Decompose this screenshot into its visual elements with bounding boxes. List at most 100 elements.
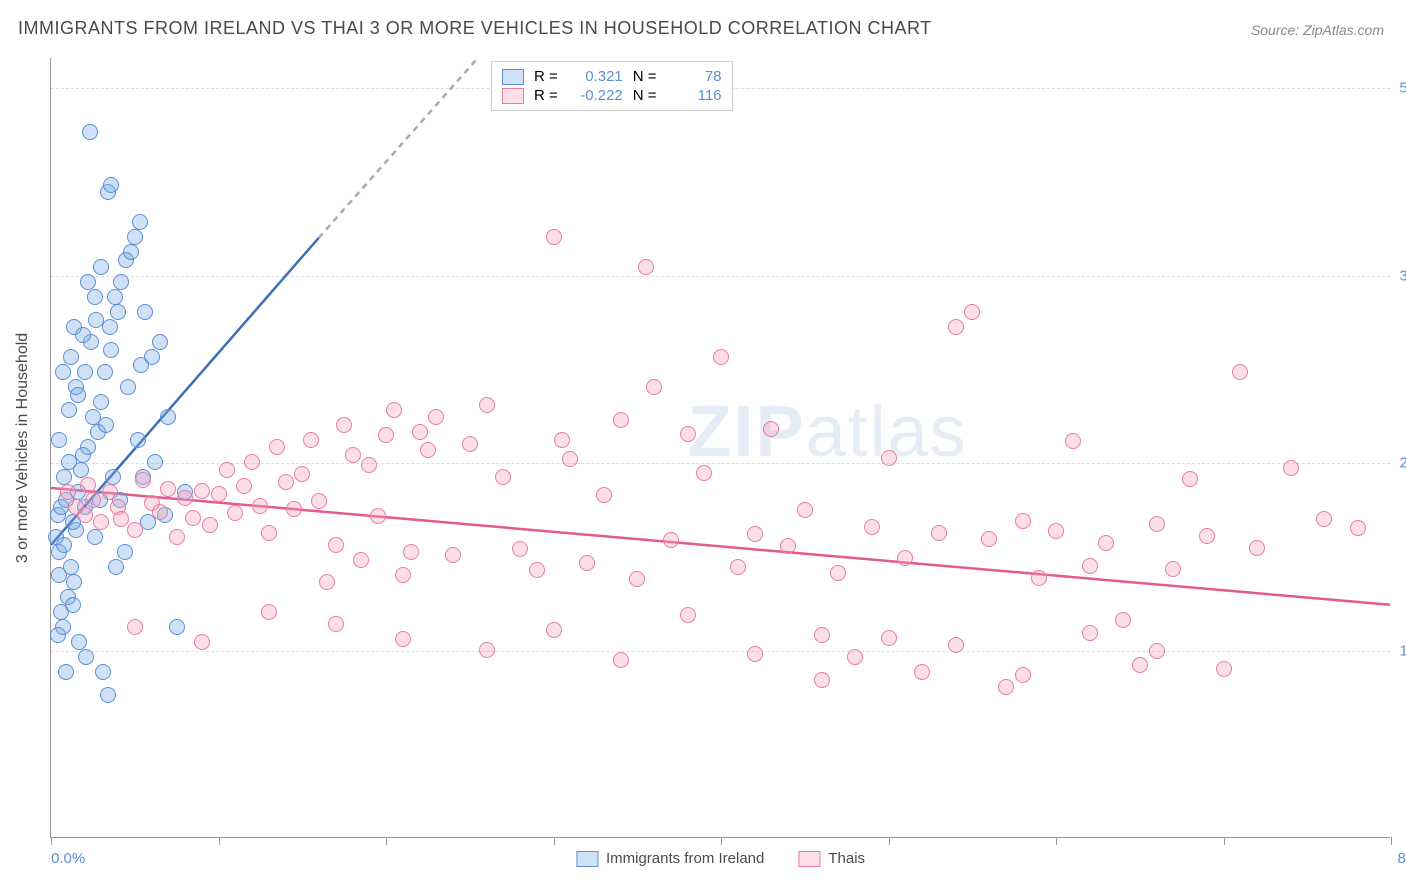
data-point bbox=[78, 649, 94, 665]
data-point bbox=[77, 364, 93, 380]
data-point bbox=[252, 498, 268, 514]
data-point bbox=[328, 616, 344, 632]
y-axis-title: 3 or more Vehicles in Household bbox=[14, 332, 32, 562]
data-point bbox=[144, 349, 160, 365]
data-point bbox=[1216, 661, 1232, 677]
data-point bbox=[1283, 460, 1299, 476]
data-point bbox=[1232, 364, 1248, 380]
data-point bbox=[95, 664, 111, 680]
data-point bbox=[1199, 528, 1215, 544]
data-point bbox=[395, 631, 411, 647]
watermark: ZIPatlas bbox=[688, 391, 968, 473]
data-point bbox=[403, 544, 419, 560]
data-point bbox=[479, 642, 495, 658]
data-point bbox=[713, 349, 729, 365]
data-point bbox=[562, 451, 578, 467]
data-point bbox=[194, 483, 210, 499]
data-point bbox=[328, 537, 344, 553]
data-point bbox=[93, 259, 109, 275]
data-point bbox=[120, 379, 136, 395]
data-point bbox=[97, 364, 113, 380]
x-axis-min-label: 0.0% bbox=[51, 850, 85, 867]
legend-label-series1: Immigrants from Ireland bbox=[606, 850, 764, 867]
data-point bbox=[80, 274, 96, 290]
swatch-series2-bottom bbox=[798, 851, 820, 867]
data-point bbox=[147, 454, 163, 470]
data-point bbox=[58, 664, 74, 680]
data-point bbox=[294, 466, 310, 482]
data-point bbox=[177, 490, 193, 506]
data-point bbox=[914, 664, 930, 680]
series-legend: Immigrants from Ireland Thais bbox=[576, 850, 865, 867]
y-tick-label: 37.5% bbox=[1399, 267, 1406, 284]
data-point bbox=[1048, 523, 1064, 539]
data-point bbox=[948, 637, 964, 653]
data-point bbox=[286, 501, 302, 517]
data-point bbox=[135, 472, 151, 488]
data-point bbox=[278, 474, 294, 490]
data-point bbox=[345, 447, 361, 463]
n-value-1: 78 bbox=[667, 68, 722, 85]
data-point bbox=[63, 559, 79, 575]
data-point bbox=[948, 319, 964, 335]
data-point bbox=[202, 517, 218, 533]
data-point bbox=[495, 469, 511, 485]
data-point bbox=[127, 522, 143, 538]
data-point bbox=[546, 229, 562, 245]
data-point bbox=[88, 312, 104, 328]
data-point bbox=[1165, 561, 1181, 577]
data-point bbox=[66, 319, 82, 335]
data-point bbox=[638, 259, 654, 275]
data-point bbox=[412, 424, 428, 440]
data-point bbox=[127, 229, 143, 245]
data-point bbox=[730, 559, 746, 575]
data-point bbox=[613, 652, 629, 668]
data-point bbox=[127, 619, 143, 635]
data-point bbox=[981, 531, 997, 547]
data-point bbox=[227, 505, 243, 521]
data-point bbox=[70, 387, 86, 403]
data-point bbox=[747, 646, 763, 662]
data-point bbox=[386, 402, 402, 418]
data-point bbox=[629, 571, 645, 587]
data-point bbox=[63, 349, 79, 365]
n-label-2: N = bbox=[633, 87, 657, 104]
data-point bbox=[98, 417, 114, 433]
data-point bbox=[1098, 535, 1114, 551]
data-point bbox=[152, 334, 168, 350]
data-point bbox=[797, 502, 813, 518]
data-point bbox=[613, 412, 629, 428]
data-point bbox=[102, 319, 118, 335]
data-point bbox=[87, 289, 103, 305]
data-point bbox=[445, 547, 461, 563]
data-point bbox=[1249, 540, 1265, 556]
r-label-2: R = bbox=[534, 87, 558, 104]
y-tick-label: 25.0% bbox=[1399, 455, 1406, 472]
data-point bbox=[169, 619, 185, 635]
data-point bbox=[420, 442, 436, 458]
data-point bbox=[100, 687, 116, 703]
data-point bbox=[319, 574, 335, 590]
data-point bbox=[103, 342, 119, 358]
trend-lines bbox=[51, 58, 1390, 837]
data-point bbox=[964, 304, 980, 320]
data-point bbox=[75, 447, 91, 463]
data-point bbox=[370, 508, 386, 524]
data-point bbox=[1031, 570, 1047, 586]
data-point bbox=[830, 565, 846, 581]
data-point bbox=[60, 484, 76, 500]
data-point bbox=[61, 402, 77, 418]
correlation-legend: R = 0.321 N = 78 R = -0.222 N = 116 bbox=[491, 61, 733, 111]
n-value-2: 116 bbox=[667, 87, 722, 104]
data-point bbox=[1082, 625, 1098, 641]
data-point bbox=[847, 649, 863, 665]
n-label-1: N = bbox=[633, 68, 657, 85]
data-point bbox=[56, 537, 72, 553]
data-point bbox=[680, 607, 696, 623]
data-point bbox=[152, 504, 168, 520]
data-point bbox=[55, 364, 71, 380]
data-point bbox=[529, 562, 545, 578]
source-attribution: Source: ZipAtlas.com bbox=[1251, 22, 1384, 38]
data-point bbox=[1149, 643, 1165, 659]
data-point bbox=[105, 469, 121, 485]
